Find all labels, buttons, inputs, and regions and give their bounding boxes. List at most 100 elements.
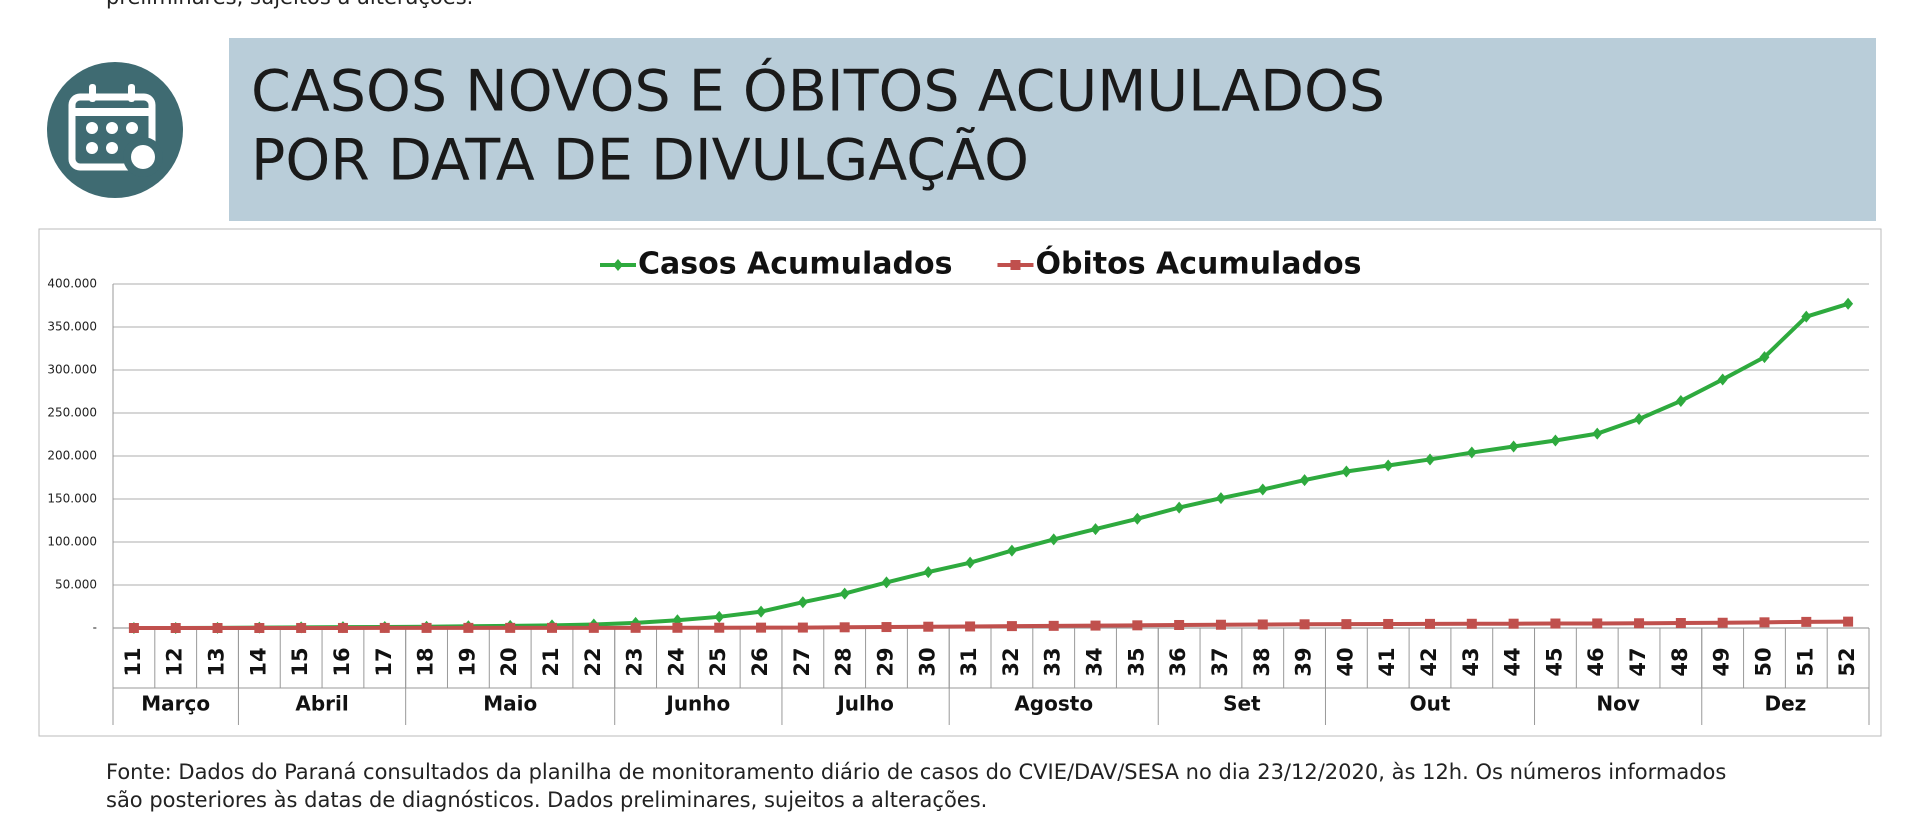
marker: [1090, 523, 1101, 536]
group-label: Julho: [835, 692, 894, 716]
x-tick-label: 28: [832, 647, 856, 676]
x-tick-label: 30: [915, 647, 939, 676]
x-tick-label: 38: [1250, 647, 1274, 676]
title: CASOS NOVOS E ÓBITOS ACUMULADOS: [251, 57, 1385, 125]
y-tick-label: 50.000: [55, 578, 97, 592]
marker: [797, 622, 808, 633]
x-tick-label: 24: [664, 647, 688, 676]
x-tick-label: 43: [1459, 647, 1483, 676]
marker: [1592, 427, 1603, 440]
marker: [1508, 440, 1519, 453]
title-box: [229, 38, 1876, 221]
marker: [1006, 544, 1017, 557]
marker: [505, 622, 516, 633]
marker: [797, 596, 808, 609]
marker: [379, 622, 390, 633]
x-tick-label: 29: [873, 647, 897, 676]
x-tick-label: 25: [706, 647, 730, 676]
x-tick-label: 35: [1124, 647, 1148, 676]
marker: [1801, 616, 1812, 627]
marker: [881, 576, 892, 589]
marker: [881, 622, 892, 633]
marker: [421, 622, 432, 633]
legend-marker: [1010, 260, 1021, 270]
x-tick-label: 21: [539, 647, 563, 676]
group-label: Dez: [1764, 692, 1806, 716]
marker: [714, 622, 725, 633]
marker: [337, 622, 348, 633]
marker: [1174, 619, 1185, 630]
marker: [756, 622, 767, 633]
marker: [1174, 501, 1185, 514]
x-tick-label: 19: [455, 647, 479, 676]
marker: [547, 622, 557, 633]
marker: [1843, 297, 1854, 310]
group-label: Maio: [483, 692, 537, 716]
marker: [1592, 618, 1603, 629]
marker: [1383, 618, 1394, 629]
x-tick-label: 50: [1751, 647, 1775, 676]
group-label: Junho: [664, 692, 730, 716]
marker: [923, 621, 934, 632]
marker: [1508, 618, 1519, 629]
marker: [1550, 618, 1561, 629]
x-tick-label: 16: [330, 647, 354, 676]
x-tick-label: 18: [414, 647, 438, 676]
y-tick-label: 100.000: [47, 535, 97, 549]
marker: [1341, 465, 1352, 478]
x-tick-label: 27: [790, 647, 814, 676]
marker: [1634, 413, 1645, 426]
marker: [212, 622, 223, 633]
x-tick-label: 15: [288, 647, 312, 676]
marker: [1801, 310, 1812, 323]
marker: [1466, 446, 1477, 459]
y-tick-label: -: [93, 621, 97, 635]
legend-label: Casos Acumulados: [638, 247, 952, 282]
marker: [1090, 620, 1101, 631]
marker: [1048, 533, 1059, 546]
marker: [1132, 512, 1143, 525]
x-tick-label: 26: [748, 647, 772, 676]
marker: [170, 622, 181, 633]
marker: [128, 623, 139, 633]
marker: [1383, 459, 1394, 472]
marker: [1132, 620, 1143, 631]
x-tick-label: 11: [121, 647, 145, 676]
marker: [1257, 619, 1268, 630]
marker: [1299, 619, 1310, 630]
marker: [1215, 492, 1226, 505]
marker: [839, 587, 850, 600]
marker: [839, 622, 850, 633]
x-tick-label: 51: [1793, 647, 1817, 676]
marker: [714, 610, 725, 623]
x-tick-label: 14: [246, 647, 270, 676]
marker: [588, 622, 599, 633]
x-tick-label: 40: [1333, 647, 1357, 676]
chart-frame: [38, 228, 1882, 737]
y-tick-label: 300.000: [47, 363, 97, 377]
marker: [1006, 621, 1017, 632]
x-tick-label: 13: [205, 647, 229, 676]
marker: [1634, 618, 1645, 629]
marker: [672, 622, 683, 633]
x-tick-label: 34: [1083, 647, 1107, 676]
y-tick-label: 200.000: [47, 449, 97, 463]
x-tick-label: 31: [957, 647, 981, 676]
marker: [1299, 474, 1310, 487]
group-label: Out: [1410, 692, 1451, 716]
x-tick-label: 39: [1292, 647, 1316, 676]
x-tick-label: 48: [1668, 647, 1692, 676]
x-tick-label: 52: [1835, 647, 1859, 676]
footer: Fonte: Dados do Paraná consultados da pl…: [106, 760, 1726, 784]
top-note: preliminares, sujeitos a alterações.: [106, 0, 473, 9]
marker: [923, 566, 934, 579]
marker: [1466, 618, 1477, 629]
x-tick-label: 22: [581, 647, 605, 676]
y-tick-label: 400.000: [47, 277, 97, 291]
marker: [1843, 616, 1854, 627]
group-label: Nov: [1596, 692, 1640, 716]
y-tick-label: 250.000: [47, 406, 97, 420]
x-tick-label: 32: [999, 647, 1023, 676]
marker: [1257, 483, 1268, 496]
